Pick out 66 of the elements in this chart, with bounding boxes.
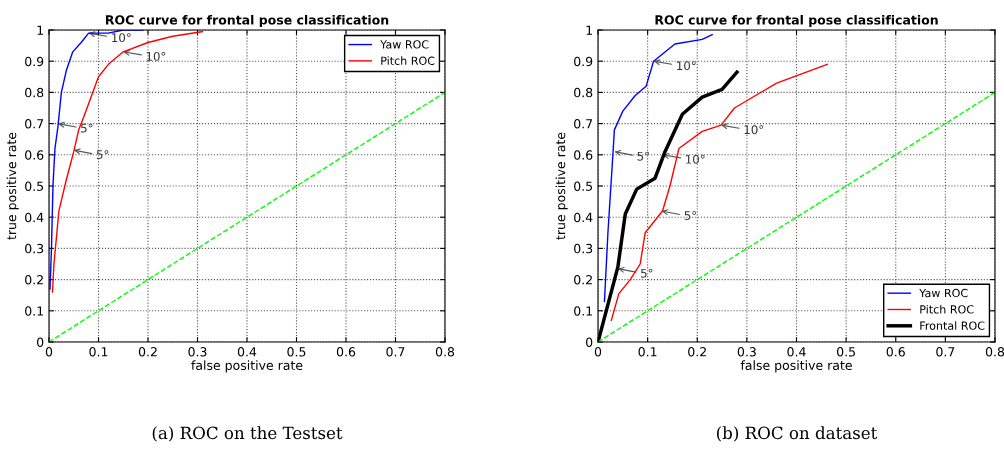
y-tick-label: 0.1 bbox=[574, 306, 592, 316]
x-tick-label: 0.6 bbox=[336, 347, 356, 357]
annotation: 5° bbox=[81, 123, 93, 133]
x-tick-label: 0.4 bbox=[237, 347, 257, 357]
y-tick-label: 1 bbox=[586, 25, 592, 35]
legend-label: Pitch ROC bbox=[381, 56, 435, 65]
chart-title: ROC curve for frontal pose classification bbox=[105, 14, 389, 28]
line-series bbox=[610, 63, 828, 321]
text: (b) ROC on dataset bbox=[716, 426, 878, 442]
y-tick-label: 0.2 bbox=[574, 275, 592, 285]
line-series bbox=[51, 30, 204, 293]
annotation: 5° bbox=[684, 211, 697, 220]
annotation: 10° bbox=[744, 125, 764, 135]
x-tick-label: 0.1 bbox=[638, 347, 657, 357]
y-tick-label: 0 bbox=[37, 337, 44, 347]
x-tick-label: 0.5 bbox=[287, 347, 306, 357]
annotation: 5° bbox=[640, 268, 653, 278]
x-tick-label: 0.6 bbox=[886, 347, 905, 357]
legend-label: Yaw ROC bbox=[380, 40, 429, 49]
x-tick-label: 0.8 bbox=[985, 347, 1004, 357]
chart-title: ROC curve for frontal pose classification bbox=[655, 14, 938, 28]
y-tick-label: 0.6 bbox=[574, 150, 593, 160]
legend-label: Frontal ROC bbox=[920, 321, 985, 330]
x-tick-label: 0.7 bbox=[936, 347, 955, 357]
y-tick-label: 0.1 bbox=[25, 306, 43, 316]
y-tick-label: 0.8 bbox=[574, 87, 593, 98]
y-axis-title: true positive rate bbox=[555, 132, 568, 240]
y-tick-label: 0.4 bbox=[25, 212, 44, 223]
x-tick-label: 0.3 bbox=[188, 347, 207, 357]
y-tick-label: 0 bbox=[586, 337, 593, 347]
y-tick-label: 1 bbox=[37, 25, 43, 35]
annotation: 10° bbox=[677, 61, 696, 71]
y-tick-label: 0.9 bbox=[574, 56, 593, 67]
x-tick-label: 0.2 bbox=[688, 347, 706, 357]
annotation: 5° bbox=[637, 151, 649, 161]
y-tick-label: 0.3 bbox=[25, 243, 44, 254]
y-tick-label: 0.7 bbox=[574, 119, 593, 129]
annotation: 10° bbox=[146, 51, 166, 61]
y-tick-label: 0.2 bbox=[25, 275, 43, 285]
x-axis-title: false positive rate bbox=[740, 360, 852, 373]
y-tick-label: 0.7 bbox=[25, 119, 44, 129]
annotation: 10° bbox=[112, 33, 131, 43]
x-tick-label: 0.1 bbox=[89, 347, 108, 357]
y-axis-title: true positive rate bbox=[6, 132, 19, 240]
y-tick-label: 0.4 bbox=[574, 212, 593, 223]
y-tick-label: 0.5 bbox=[574, 181, 593, 191]
text: (a) ROC on the Testset bbox=[152, 426, 343, 442]
annotation: 10° bbox=[686, 154, 705, 164]
x-axis-title: false positive rate bbox=[191, 360, 303, 373]
y-tick-label: 0.5 bbox=[25, 181, 44, 191]
y-tick-label: 0.8 bbox=[25, 87, 44, 98]
y-tick-label: 0.3 bbox=[574, 243, 593, 254]
x-tick-label: 0.3 bbox=[737, 347, 756, 357]
line-series bbox=[603, 33, 713, 303]
x-tick-label: 0 bbox=[45, 347, 53, 357]
y-tick-label: 0.9 bbox=[25, 56, 44, 67]
x-tick-label: 0.2 bbox=[138, 347, 157, 357]
annotation: 5° bbox=[96, 150, 109, 160]
x-tick-label: 0.8 bbox=[435, 347, 455, 357]
x-tick-label: 0.7 bbox=[386, 347, 405, 357]
x-tick-label: 0.5 bbox=[837, 347, 855, 357]
legend-label: Yaw ROC bbox=[919, 288, 968, 298]
legend-label: Pitch ROC bbox=[920, 304, 974, 314]
x-tick-label: 0.4 bbox=[787, 347, 806, 357]
x-tick-label: 0 bbox=[594, 347, 602, 357]
y-tick-label: 0.6 bbox=[25, 150, 44, 160]
